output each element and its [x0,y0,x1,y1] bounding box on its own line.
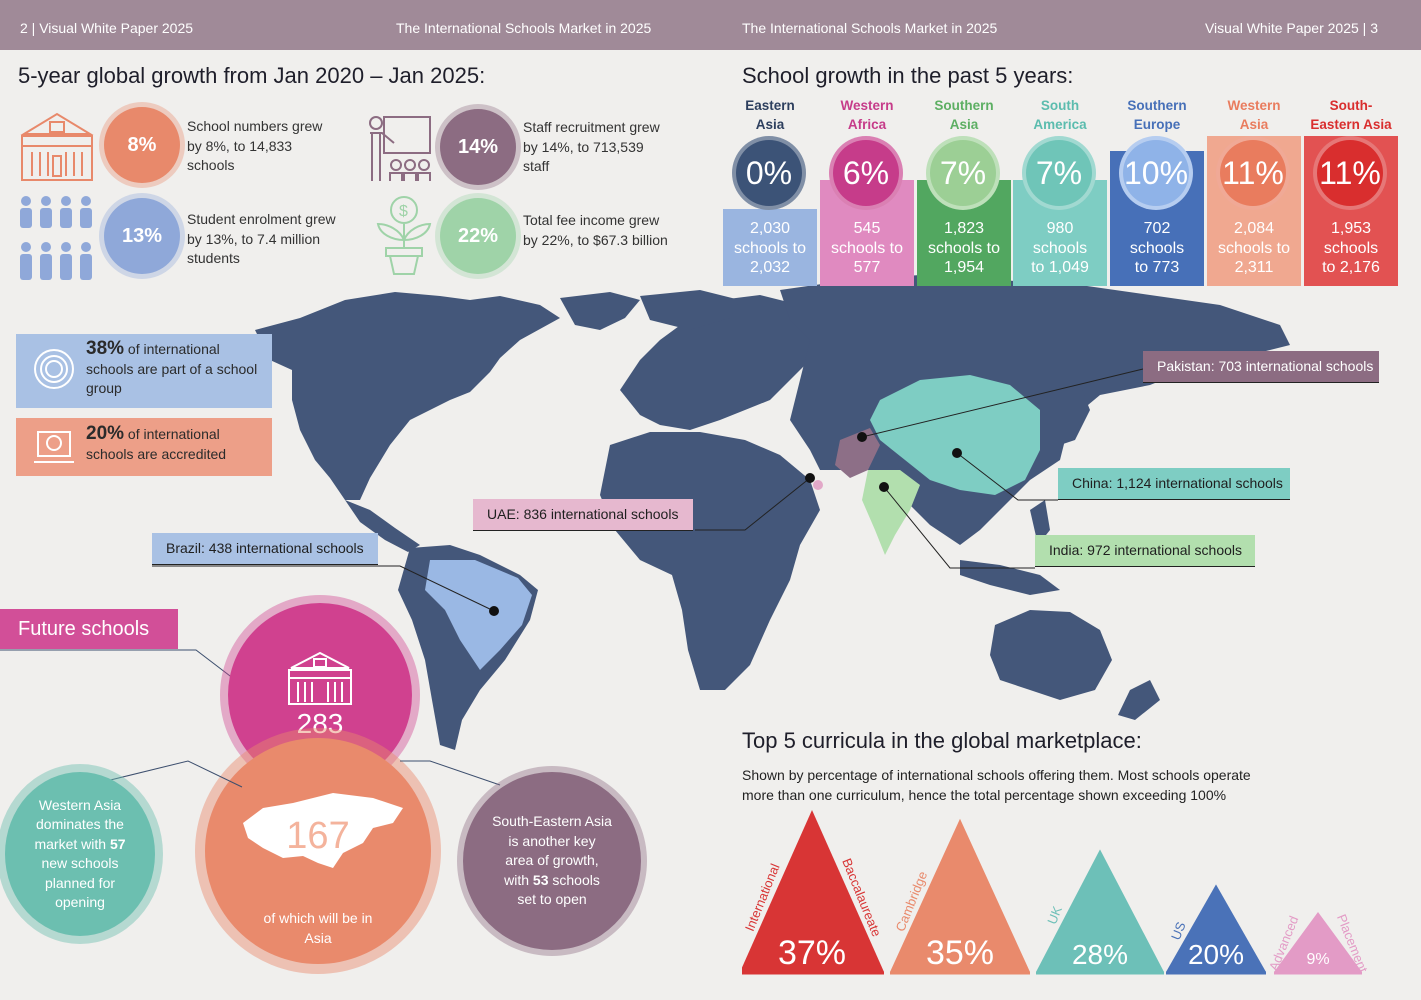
region-pct: 11% [1216,136,1290,210]
svg-text:$: $ [399,203,408,220]
pakistan-shape [835,428,880,478]
region-southern-asia: Southern Asia 7% 1,823 schools to 1,954 [917,96,1011,286]
pakistan-leader [861,368,1144,438]
curriculum-triangle [1036,849,1164,972]
callout-pakistan: Pakistan: 703 international schools [1143,351,1379,383]
student-growth-text: Student enrolment grew by 13%, to 7.4 mi… [187,211,336,266]
curriculum-name-label: US [1168,919,1189,942]
brazil-dot [489,606,499,616]
region-counts: 2,030 schools to 2,032 [723,209,817,286]
school-building-icon [288,651,352,705]
curriculum-mark: 9%Advanced Placement [1266,912,1371,975]
money-plant-icon: $ [376,196,432,275]
school-growth-badge: 8% [104,107,180,183]
india-shape [862,470,920,555]
uae-shape [813,480,823,490]
region-name: South America [1033,98,1087,132]
teacher-board-icon [369,116,431,181]
curricula-subtitle: Shown by percentage of international sch… [742,767,1251,803]
future-title: Future schools [0,609,178,649]
header-center-left: The International Schools Market in 2025 [396,20,652,36]
india-dot [879,482,889,492]
region-name: Eastern Asia [745,98,795,132]
curricula-title: Top 5 curricula in the global marketplac… [742,728,1142,753]
school-growth-text: School numbers grew by 8%, to 14,833 sch… [187,118,323,173]
header-right: Visual White Paper 2025 | 3 [1204,20,1378,36]
fee-growth-text: Total fee income grew by 22%, to $67.3 b… [523,212,668,248]
curriculum-pct-label: 37% [778,934,846,972]
regions-title: School growth in the past 5 years: [742,63,1074,88]
brazil-shape [425,560,532,670]
callout-india: India: 972 international schools [1035,535,1255,567]
callout-uae: UAE: 836 international schools [473,499,693,531]
region-pct: 7% [926,136,1000,210]
curricula-chart: 37%International Baccalaureate35%Cambridg… [742,810,1371,975]
region-western-africa: Western Africa 6% 545 schools to 577 [820,96,914,286]
region-southern-europe: Southern Europe 10% 702 schools to 773 [1110,96,1204,286]
students-group-icon [20,196,92,280]
region-pct: 7% [1022,136,1096,210]
region-pct: 11% [1313,136,1387,210]
future-total-value: 283 [296,708,344,739]
pakistan-dot [857,432,867,442]
curriculum-mark: 20%US [1166,884,1266,975]
lifebuoy-icon [34,349,74,389]
curriculum-mark: 37%International Baccalaureate [742,810,884,975]
staff-growth-badge: 14% [440,109,516,185]
region-name: Western Asia [1227,98,1281,132]
curriculum-mark: 28% UK [1036,849,1164,975]
future-asia-value: 167 [286,814,350,857]
curriculum-mark: 35%Cambridge [890,818,1030,975]
curriculum-pct-label: 9% [1306,951,1329,968]
curriculum-pct-label: 28% [1072,939,1128,970]
callout-china: China: 1,124 international schools [1058,468,1290,500]
asia-map-icon [243,793,403,868]
curriculum-pct-label: 20% [1188,939,1244,970]
curriculum-triangle [1166,884,1266,972]
student-growth-badge: 13% [104,198,180,274]
curriculum-name-label: UK [1044,904,1065,927]
growth-title: 5-year global growth from Jan 2020 – Jan… [18,63,486,88]
region-name: Southern Asia [934,98,994,132]
fact-accredited: 20% of international schools are accredi… [16,418,272,476]
region-south-eastern-asia: South- Eastern Asia 11% 1,953 schools to 2,… [1304,96,1398,286]
future-connectors [90,760,501,788]
curriculum-triangle [1274,912,1362,972]
region-eastern-asia: Eastern Asia 0% 2,030 schools to 2,032 [723,96,817,286]
callout-brazil: Brazil: 438 international schools [152,533,378,565]
header-bar: 2 | Visual White Paper 2025 The Internat… [0,0,1421,50]
china-dot [952,448,962,458]
curriculum-triangle [890,818,1030,972]
region-name: Western Africa [840,98,894,132]
india-leader [883,486,1035,569]
region-pct: 10% [1119,136,1193,210]
china-shape [870,375,1040,495]
region-western-asia: Western Asia 11% 2,084 schools to 2,311 [1207,96,1301,286]
china-leader [956,452,1058,501]
header-left: 2 | Visual White Paper 2025 [20,20,194,36]
staff-growth-text: Staff recruitment grew by 14%, to 713,53… [523,119,660,174]
school-building-icon [20,112,94,181]
uae-dot [805,473,815,483]
region-pct: 0% [732,136,806,210]
award-laptop-icon [34,431,74,463]
brazil-leader [152,565,495,612]
uae-leader [695,477,811,531]
western-asia-circle: Western Asia dominates the market with 5… [5,772,155,936]
fee-growth-badge: 22% [440,198,516,274]
future-asia-circle: 167 of which will be in Asia [205,738,431,964]
region-name: Southern Europe [1127,98,1187,132]
header-center-right: The International Schools Market in 2025 [742,20,998,36]
fact-school-group: 38% of international schools are part of… [16,334,272,408]
curriculum-pct-label: 35% [926,934,994,972]
region-south-america: South America 7% 980 schools to 1,049 [1013,96,1107,286]
region-name: South- Eastern Asia [1310,98,1392,132]
region-pct: 6% [829,136,903,210]
curriculum-triangle [742,810,884,972]
future-asia-caption: of which will be in Asia [263,910,373,946]
se-asia-circle: South-Eastern Asia is another key area o… [463,772,641,950]
